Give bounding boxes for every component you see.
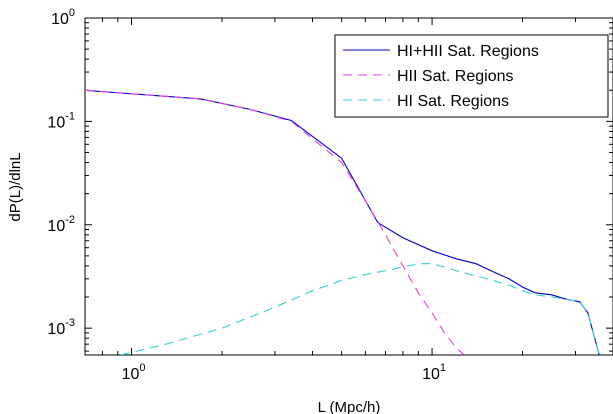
y-tick-label: 10-1: [47, 110, 75, 131]
y-tick-label: 100: [51, 7, 75, 28]
legend: HI+HII Sat. Regions HII Sat. Regions HI Sa…: [334, 34, 609, 118]
y-axis-label: dP(L)/dlnL: [7, 152, 24, 221]
x-tick-label: 100: [122, 362, 146, 383]
legend-label: HI+HII Sat. Regions: [397, 43, 539, 60]
y-tick-label: 10-3: [47, 317, 75, 338]
legend-label: HII Sat. Regions: [397, 68, 514, 85]
x-tick-label: 101: [422, 362, 446, 383]
axis-tick-labels: 100 10-1 10-2 10-3 100 101: [47, 7, 446, 383]
y-tick-label: 10-2: [47, 214, 75, 235]
series-line-0: [85, 89, 600, 355]
legend-box: [334, 34, 609, 118]
series-line-2: [120, 263, 600, 355]
legend-label: HI Sat. Regions: [397, 93, 509, 110]
x-axis-label: L (Mpc/h): [318, 399, 381, 414]
series-line-1: [85, 89, 465, 355]
series-group: [85, 89, 600, 355]
axis-ticks: [84, 17, 613, 355]
